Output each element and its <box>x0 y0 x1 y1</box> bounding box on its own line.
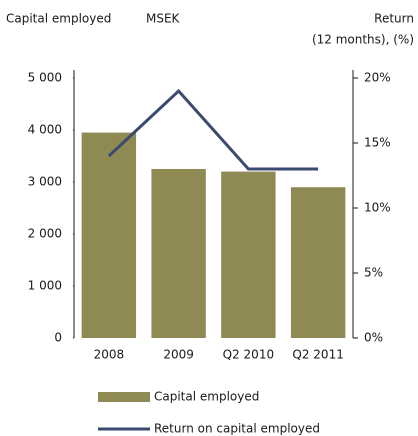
y-tick-label: 5 000 <box>28 71 62 85</box>
y2-axis-label: (12 months), (%) <box>312 33 414 47</box>
y2-tick-label: 5% <box>364 266 383 280</box>
bar <box>221 171 276 338</box>
y-tick-label: 4 000 <box>28 123 62 137</box>
x-tick-label: 2008 <box>94 348 125 362</box>
legend-label: Capital employed <box>154 390 259 404</box>
y-tick-label: 1 000 <box>28 279 62 293</box>
bar <box>81 132 137 338</box>
line <box>107 88 319 171</box>
y-tick-label: 3 000 <box>28 175 62 189</box>
x-tick-label: Q2 2011 <box>292 348 343 362</box>
y2-tick-label: 0% <box>364 331 383 345</box>
y2-axis-label: Return <box>374 12 414 26</box>
bar <box>151 169 206 338</box>
y-tick-label: 2 000 <box>28 227 62 241</box>
y-tick-label: 0 <box>54 331 62 345</box>
y2-tick-label: 15% <box>364 136 391 150</box>
unit-label: MSEK <box>146 12 181 26</box>
x-tick-label: 2009 <box>163 348 194 362</box>
y-axis-label: Capital employed <box>6 12 111 26</box>
bar <box>290 187 346 338</box>
legend-label: Return on capital employed <box>154 422 320 436</box>
x-tick-label: Q2 2010 <box>223 348 274 362</box>
y2-tick-label: 10% <box>364 201 391 215</box>
legend-swatch <box>98 392 150 402</box>
y2-tick-label: 20% <box>364 71 391 85</box>
